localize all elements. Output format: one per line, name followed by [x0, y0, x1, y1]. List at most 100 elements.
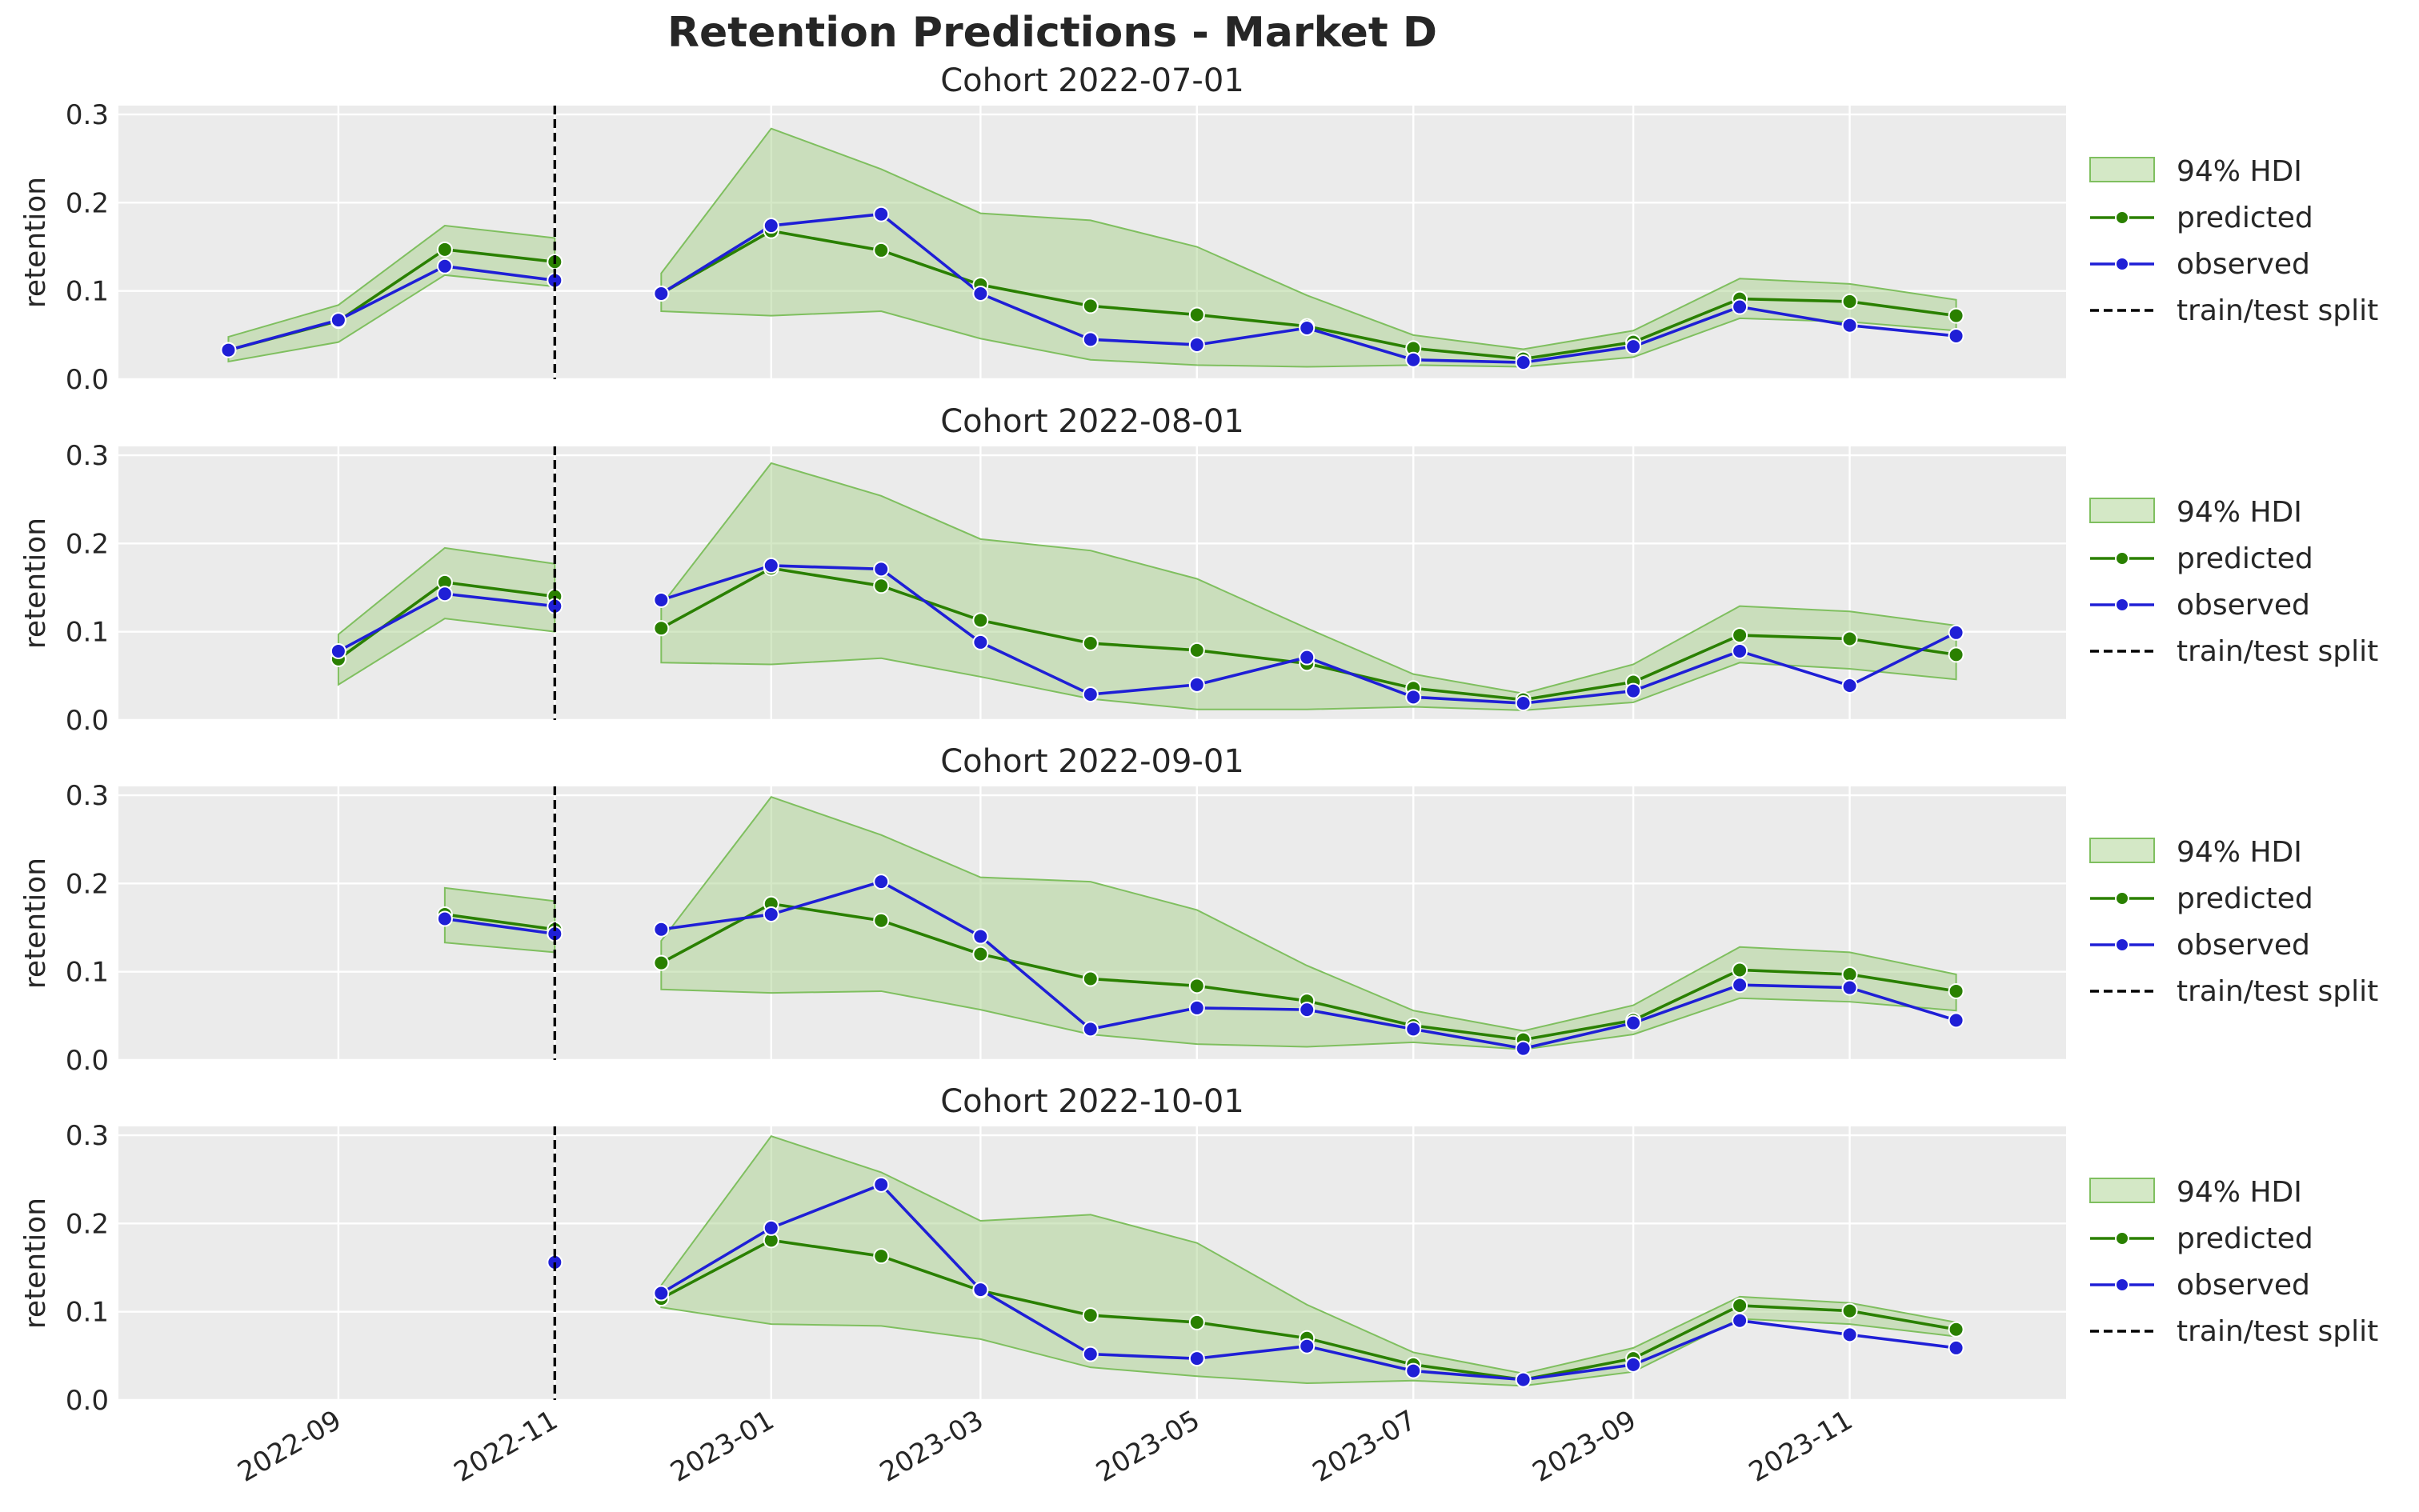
observed-point — [436, 258, 453, 274]
legend-predicted-label: predicted — [2177, 202, 2313, 234]
observed-point — [1515, 1040, 1532, 1057]
observed-point — [1732, 642, 1748, 659]
observed-point — [763, 906, 779, 922]
predicted-point — [1948, 982, 1964, 999]
predicted-point — [873, 1248, 890, 1265]
observed-point — [1405, 689, 1422, 706]
subplot-title: Cohort 2022-09-01 — [940, 743, 1244, 780]
y-tick-label: 0.0 — [66, 705, 109, 737]
y-tick-label: 0.1 — [66, 957, 109, 989]
predicted-point — [1082, 635, 1099, 652]
predicted-point — [1732, 962, 1748, 978]
legend-split-label: train/test split — [2177, 975, 2378, 1008]
observed-point — [763, 1219, 779, 1236]
x-tick-label: 2023-03 — [875, 1404, 989, 1489]
observed-point — [1515, 354, 1532, 371]
observed-point — [873, 874, 890, 890]
y-tick-label: 0.2 — [66, 1208, 109, 1240]
y-tick-label: 0.3 — [66, 440, 109, 472]
y-tick-label: 0.1 — [66, 617, 109, 649]
legend-predicted-marker — [2115, 551, 2129, 566]
predicted-point — [1948, 1321, 1964, 1338]
panel-3: 0.0 0.1 0.2 0.3 Cohort 2022-09-01 retention 94… — [19, 743, 2378, 1077]
observed-point — [653, 591, 670, 608]
observed-point — [653, 1285, 670, 1302]
observed-point — [1299, 649, 1316, 666]
observed-point — [1948, 327, 1964, 344]
y-tick-label: 0.1 — [66, 276, 109, 308]
predicted-point — [1188, 978, 1205, 994]
legend: 94% HDI predicted observed train/test split — [2089, 155, 2378, 327]
observed-point — [330, 642, 346, 659]
predicted-point — [972, 612, 989, 629]
figure-title: Retention Predictions - Market D — [667, 9, 1437, 57]
predicted-point — [1841, 1302, 1858, 1319]
test-segment — [653, 1134, 1964, 1388]
legend-split-label: train/test split — [2177, 635, 2378, 668]
observed-point — [1299, 1338, 1316, 1354]
observed-point — [1948, 624, 1964, 641]
observed-point — [873, 561, 890, 578]
y-tick-label: 0.0 — [66, 364, 109, 396]
legend: 94% HDI predicted observed train/test split — [2089, 836, 2378, 1008]
observed-point — [972, 928, 989, 945]
y-tick-label: 0.0 — [66, 1385, 109, 1417]
legend-hdi-swatch — [2089, 157, 2155, 182]
panel-1: 0.0 0.1 0.2 0.3 Cohort 2022-07-01 retention 94… — [19, 62, 2378, 396]
x-tick-label: 2023-07 — [1308, 1404, 1422, 1489]
x-tick-label: 2023-09 — [1528, 1404, 1642, 1489]
predicted-point — [1188, 306, 1205, 323]
subplot-title: Cohort 2022-10-01 — [940, 1083, 1244, 1120]
y-axis-label: retention — [19, 177, 52, 308]
observed-point — [1732, 977, 1748, 994]
observed-point — [763, 557, 779, 574]
predicted-point — [1082, 298, 1099, 314]
predicted-point — [1841, 293, 1858, 310]
predicted-point — [873, 912, 890, 929]
predicted-point — [972, 946, 989, 962]
observed-point — [1188, 999, 1205, 1016]
legend-predicted-label: predicted — [2177, 1222, 2313, 1255]
observed-point — [1515, 695, 1532, 712]
observed-point — [1732, 298, 1748, 315]
predicted-point — [1841, 630, 1858, 647]
observed-point — [1299, 1002, 1316, 1018]
observed-point — [873, 1176, 890, 1193]
observed-point — [763, 218, 779, 234]
y-tick-label: 0.2 — [66, 528, 109, 560]
x-tick-label: 2022-09 — [232, 1404, 346, 1489]
legend-observed-label: observed — [2177, 1269, 2310, 1302]
legend-hdi-swatch — [2089, 498, 2155, 523]
legend-observed-marker — [2115, 1278, 2129, 1292]
observed-point — [972, 1282, 989, 1298]
y-tick-label: 0.2 — [66, 187, 109, 219]
predicted-line — [444, 913, 555, 931]
observed-point — [1625, 338, 1642, 355]
legend: 94% HDI predicted observed train/test split — [2089, 1176, 2378, 1348]
y-tick-label: 0.3 — [66, 780, 109, 812]
y-tick-label: 0.2 — [66, 868, 109, 900]
y-tick-label: 0.3 — [66, 99, 109, 131]
subplot-title: Cohort 2022-08-01 — [940, 403, 1244, 440]
panel-4: 0.0 0.1 0.2 0.3 2022-09 2022-11 2023-01 2023-03… — [19, 1083, 2378, 1489]
predicted-point — [1732, 627, 1748, 644]
predicted-point — [1948, 646, 1964, 663]
y-tick-label: 0.3 — [66, 1120, 109, 1152]
observed-point — [1841, 677, 1858, 694]
observed-point — [653, 285, 670, 302]
legend-hdi-label: 94% HDI — [2177, 1176, 2302, 1209]
legend-hdi-swatch — [2089, 1178, 2155, 1203]
observed-point — [1841, 979, 1858, 996]
test-segment — [653, 462, 1964, 712]
observed-point — [1841, 317, 1858, 334]
observed-point — [1082, 1021, 1099, 1038]
x-tick-label: 2023-11 — [1744, 1404, 1858, 1489]
observed-point — [1299, 320, 1316, 337]
observed-point — [1188, 676, 1205, 693]
predicted-point — [1082, 1307, 1099, 1324]
panels: 0.0 0.1 0.2 0.3 Cohort 2022-07-01 retention 94… — [19, 62, 2378, 1489]
panel-2: 0.0 0.1 0.2 0.3 Cohort 2022-08-01 retention 94… — [19, 403, 2378, 737]
observed-point — [1841, 1326, 1858, 1343]
